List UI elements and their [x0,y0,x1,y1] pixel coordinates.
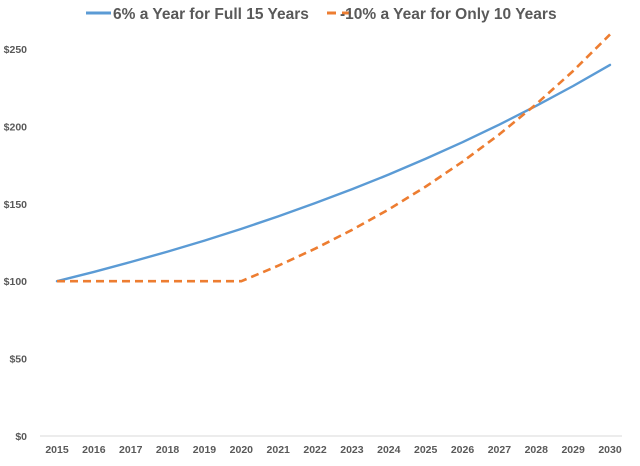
x-tick-label: 2020 [230,444,254,456]
y-tick-label: $100 [4,276,28,288]
y-axis: $0 $50 $100 $150 $200 $250 [4,44,28,443]
x-tick-label: 2030 [598,444,622,456]
y-tick-label: $50 [9,354,27,366]
y-tick-label: $250 [4,44,28,56]
x-tick-label: 2019 [193,444,217,456]
y-tick-label: $150 [4,199,28,211]
x-tick-label: 2015 [45,444,69,456]
x-tick-label: 2018 [156,444,180,456]
x-tick-label: 2027 [488,444,512,456]
plot-area [55,33,612,283]
legend: 6% a Year for Full 15 Years -10% a Year … [86,6,557,23]
legend-label-series-1: 6% a Year for Full 15 Years [113,6,309,23]
x-tick-label: 2024 [377,444,401,456]
x-tick-label: 2023 [340,444,364,456]
x-tick-label: 2022 [303,444,327,456]
x-tick-label: 2017 [119,444,143,456]
x-tick-label: 2025 [414,444,438,456]
y-tick-label: $0 [15,431,27,443]
x-axis: 2015 2016 2017 2018 2019 2020 2021 2022 2023 2024… [40,435,622,456]
x-tick-label: 2021 [267,444,291,456]
series-line-1 [55,63,612,283]
x-tick-label: 2029 [561,444,585,456]
y-tick-label: $200 [4,121,28,133]
x-tick-label: 2026 [451,444,475,456]
series-line-2 [57,33,611,283]
x-tick-label: 2028 [525,444,549,456]
x-tick-label: 2016 [82,444,106,456]
legend-label-series-2: -10% a Year for Only 10 Years [340,6,557,23]
